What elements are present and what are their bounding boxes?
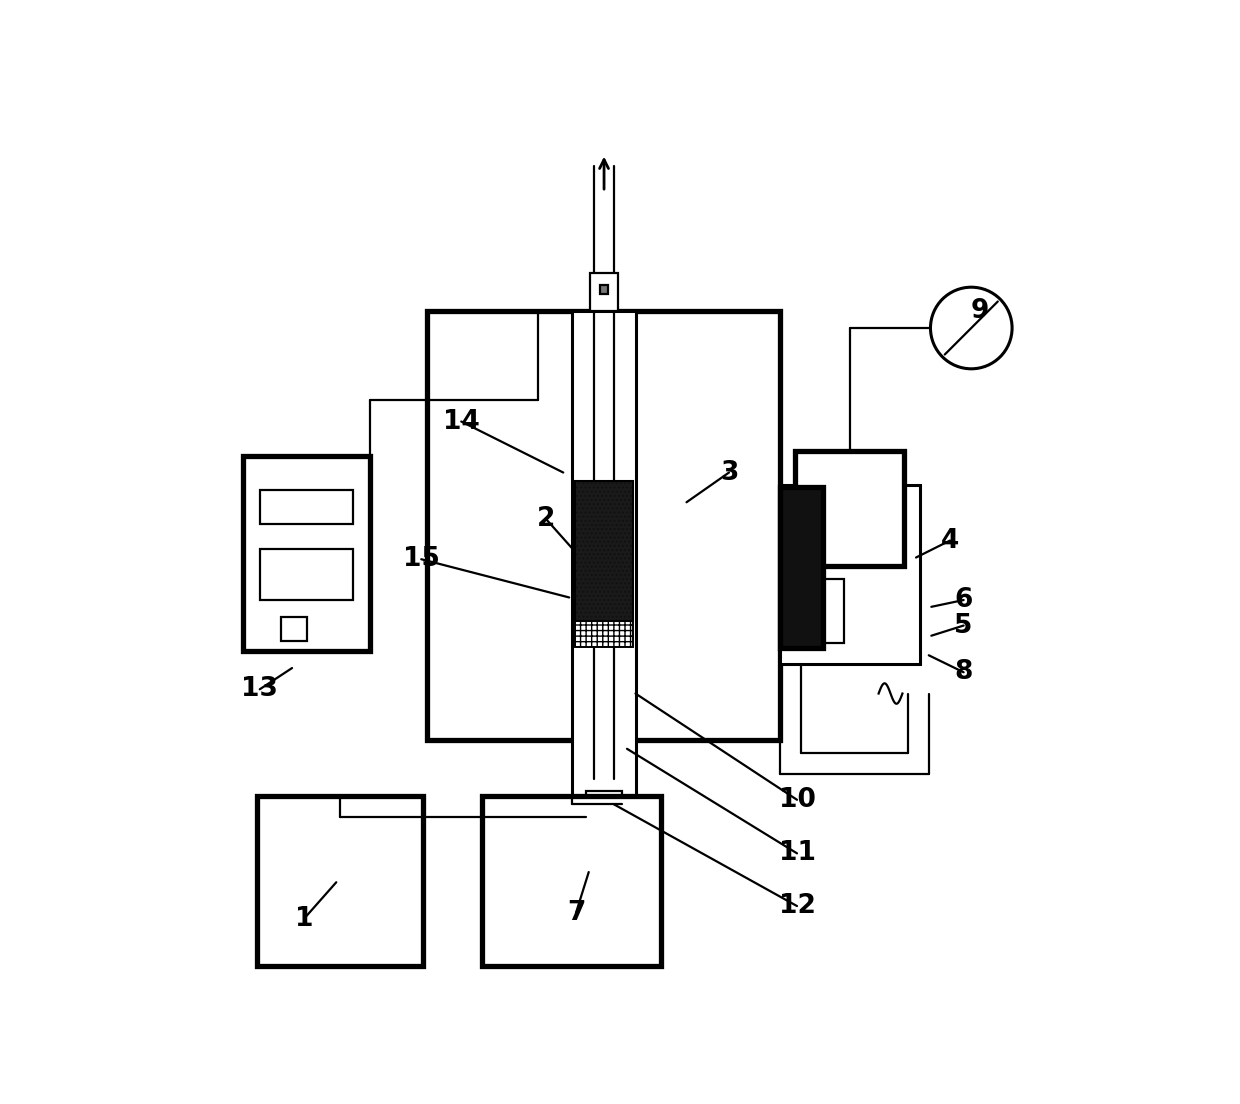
Bar [574,481,634,622]
Text: 9: 9 [971,298,990,323]
Bar [574,622,634,647]
Text: 2: 2 [537,507,556,532]
Bar [259,489,353,523]
Circle shape [930,287,1012,369]
Text: 3: 3 [720,459,738,486]
Text: 7: 7 [567,900,585,926]
Bar [572,311,636,796]
Bar [574,622,634,647]
Bar [780,487,822,648]
Bar [587,792,622,842]
Text: 12: 12 [779,893,816,919]
Text: 8: 8 [955,659,973,686]
Bar [243,456,371,651]
Text: 4: 4 [941,528,960,553]
Bar [795,452,904,566]
Text: 1: 1 [295,905,314,932]
Text: 15: 15 [403,546,440,572]
Bar [590,273,618,311]
Bar [600,285,609,294]
Text: 6: 6 [955,587,973,613]
Text: 10: 10 [779,787,816,813]
Bar [780,486,920,664]
Bar [574,481,634,622]
Bar [428,311,780,741]
Bar [482,796,661,966]
Bar [822,578,843,643]
Text: 5: 5 [955,613,973,638]
Bar [259,549,353,601]
Text: 11: 11 [779,840,816,867]
Text: 13: 13 [242,677,278,702]
Text: 14: 14 [443,408,480,435]
Bar [257,796,423,966]
Bar [281,617,306,640]
